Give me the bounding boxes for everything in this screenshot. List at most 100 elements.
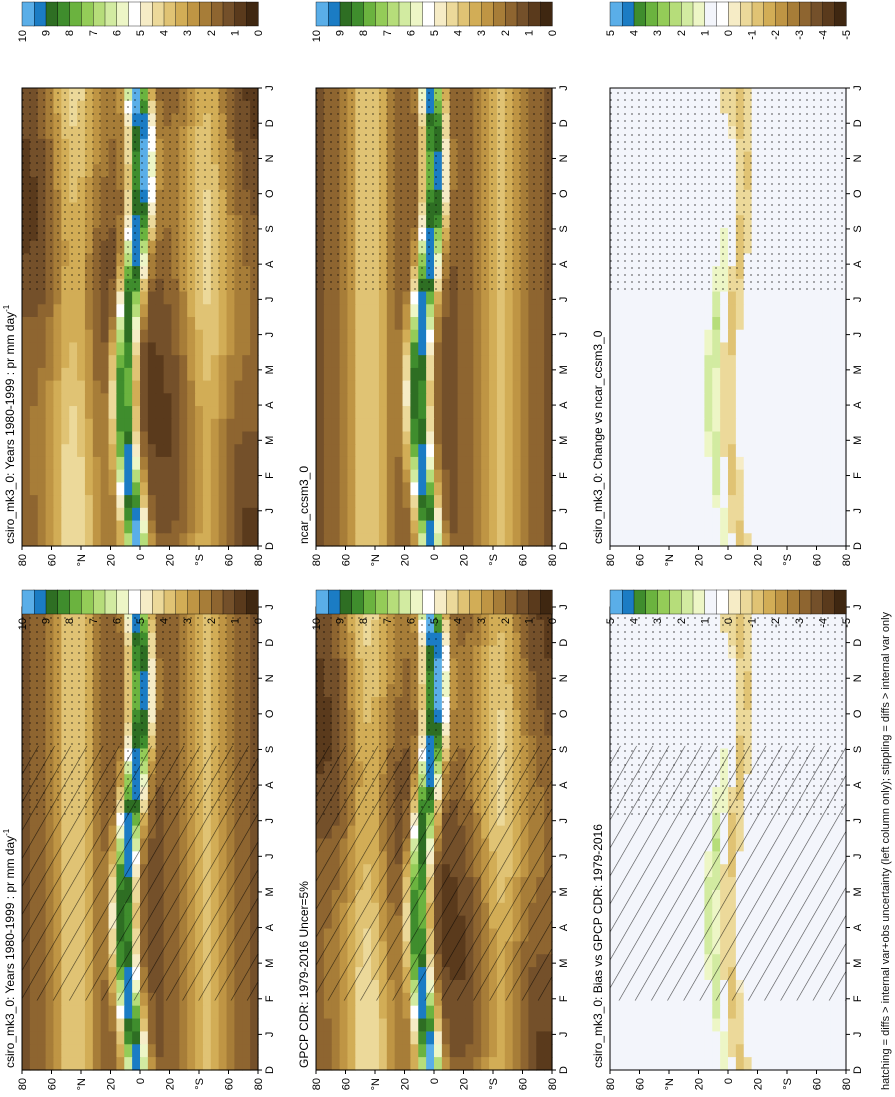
heatmap-cell bbox=[226, 380, 235, 394]
heatmap-cell bbox=[720, 1057, 729, 1071]
heatmap-cell bbox=[234, 355, 243, 369]
heatmap-cell bbox=[202, 380, 212, 394]
heatmap-cell bbox=[536, 1057, 545, 1071]
heatmap-cell bbox=[45, 406, 55, 420]
colorbar-swatch bbox=[80, 589, 94, 615]
heatmap-cell bbox=[53, 469, 62, 483]
heatmap-cell bbox=[37, 291, 47, 305]
heatmap-cell bbox=[163, 355, 173, 369]
heatmap-cell bbox=[234, 469, 243, 483]
heatmap-cell bbox=[45, 1044, 55, 1058]
x-tick-label: J bbox=[558, 604, 570, 610]
heatmap-cell bbox=[53, 380, 62, 394]
heatmap-cell bbox=[147, 520, 157, 534]
heatmap-cell bbox=[617, 1005, 627, 1020]
chart-title: csiro_mk3_0: Bias vs GPCP CDR: 1979-2016 bbox=[591, 824, 605, 1068]
heatmap-cell bbox=[743, 1057, 753, 1071]
heatmap-cell bbox=[163, 1031, 173, 1045]
colorbar-swatch bbox=[621, 589, 635, 615]
x-tick-label: D bbox=[264, 119, 276, 127]
heatmap-cell bbox=[147, 431, 157, 445]
heatmap-cell bbox=[544, 1057, 553, 1071]
colorbar-swatch bbox=[739, 589, 753, 615]
heatmap-cell bbox=[29, 380, 39, 394]
colorbar-swatch bbox=[540, 589, 553, 615]
heatmap-cell bbox=[759, 1018, 768, 1033]
heatmap-cell bbox=[371, 1018, 380, 1033]
heatmap-cell bbox=[242, 304, 251, 318]
colorbar-swatch bbox=[234, 589, 247, 615]
colorbar-swatch bbox=[327, 589, 341, 615]
heatmap-cell bbox=[680, 1044, 690, 1058]
heatmap-cell bbox=[187, 1031, 196, 1045]
heatmap-cell bbox=[163, 317, 173, 331]
heatmap-cell bbox=[814, 1031, 823, 1045]
colorbar-swatch bbox=[374, 589, 388, 615]
heatmap-cell bbox=[124, 342, 133, 356]
heatmap-cell bbox=[457, 1018, 467, 1033]
heatmap-cell bbox=[242, 367, 251, 382]
heatmap-cell bbox=[790, 1005, 800, 1020]
heatmap-cell bbox=[92, 520, 102, 534]
heatmap-cell bbox=[140, 1044, 149, 1058]
heatmap-cell bbox=[688, 1044, 698, 1058]
heatmap-cell bbox=[61, 355, 70, 369]
heatmap-cell bbox=[218, 342, 228, 356]
heatmap-cell bbox=[250, 456, 259, 471]
heatmap-cell bbox=[163, 482, 173, 496]
heatmap-cell bbox=[116, 507, 125, 522]
heatmap-cell bbox=[37, 1031, 47, 1045]
heatmap-cell bbox=[22, 495, 31, 509]
heatmap-cell bbox=[504, 1044, 514, 1058]
heatmap-cell bbox=[250, 431, 259, 445]
heatmap-cell bbox=[116, 406, 125, 420]
heatmap-cell bbox=[386, 1057, 396, 1071]
heatmap-cell bbox=[124, 418, 133, 433]
heatmap-cell bbox=[234, 380, 243, 394]
heatmap-cell bbox=[163, 507, 173, 522]
heatmap-cell bbox=[210, 329, 220, 344]
heatmap-cell bbox=[155, 367, 165, 382]
heatmap-cell bbox=[625, 1044, 635, 1058]
heatmap-cell bbox=[69, 431, 78, 445]
heatmap-cell bbox=[77, 367, 86, 382]
heatmap-cell bbox=[672, 1044, 682, 1058]
heatmap-cell bbox=[92, 507, 102, 522]
heatmap-cell bbox=[250, 317, 259, 331]
heatmap-cell bbox=[171, 482, 180, 496]
heatmap-cell bbox=[657, 1018, 666, 1033]
heatmap-cell bbox=[250, 418, 259, 433]
y-tick-label: 80 bbox=[605, 1078, 617, 1090]
heatmap-cell bbox=[728, 1005, 737, 1020]
heatmap-cell bbox=[242, 342, 251, 356]
heatmap-cell bbox=[680, 1057, 690, 1071]
heatmap-cell bbox=[250, 469, 259, 483]
heatmap-cell bbox=[378, 1044, 388, 1058]
heatmap-cell bbox=[29, 533, 39, 547]
heatmap-cell bbox=[61, 418, 70, 433]
heatmap-cell bbox=[195, 355, 204, 369]
heatmap-cell bbox=[226, 291, 235, 305]
heatmap-cell bbox=[187, 1044, 196, 1058]
heatmap-cell bbox=[496, 1044, 506, 1058]
colorbar-swatch bbox=[528, 589, 541, 615]
heatmap-cell bbox=[195, 1031, 204, 1045]
colorbar-tick-label: 5 bbox=[429, 618, 441, 624]
heatmap-cell bbox=[242, 469, 251, 483]
heatmap-cell bbox=[179, 1057, 188, 1071]
heatmap-cell bbox=[61, 431, 70, 445]
heatmap-cell bbox=[37, 456, 47, 471]
heatmap-cell bbox=[22, 291, 31, 305]
heatmap-cell bbox=[155, 393, 165, 407]
heatmap-cell bbox=[544, 1018, 553, 1033]
heatmap-cell bbox=[512, 1018, 522, 1033]
colorbar-swatch bbox=[504, 589, 518, 615]
heatmap-cell bbox=[649, 1005, 658, 1020]
heatmap-cell bbox=[22, 482, 31, 496]
colorbar-swatch bbox=[763, 589, 776, 615]
heatmap-cell bbox=[100, 456, 110, 471]
heatmap-cell bbox=[77, 329, 86, 344]
heatmap-cell bbox=[347, 1005, 356, 1020]
heatmap-cell bbox=[226, 355, 235, 369]
